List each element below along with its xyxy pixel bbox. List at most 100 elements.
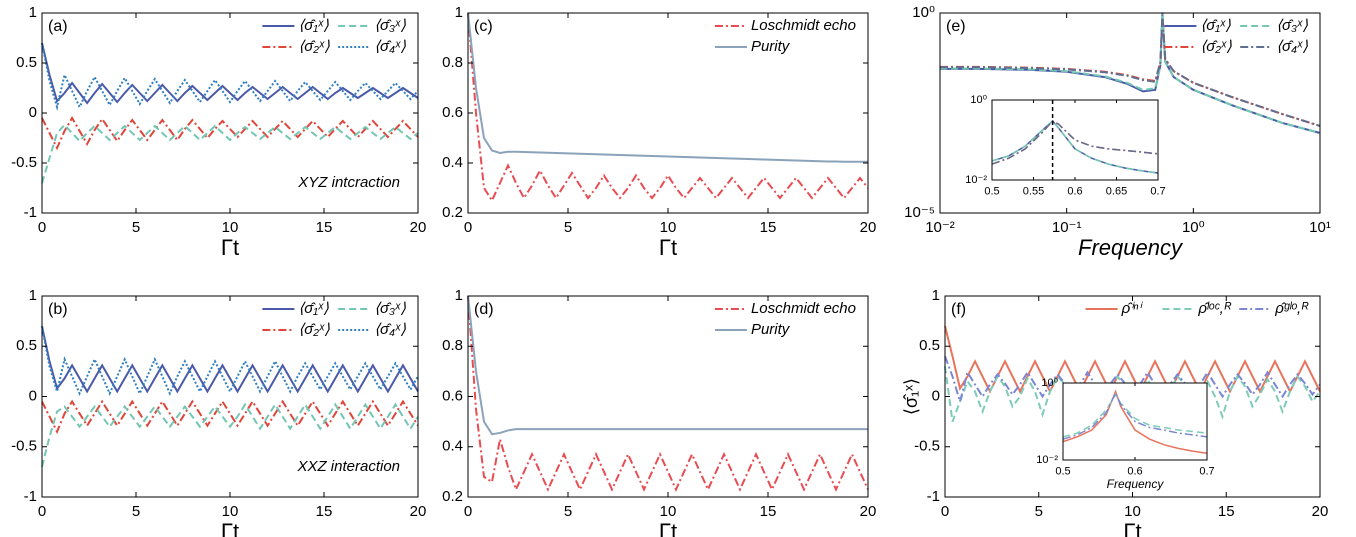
- panel-label: (e): [946, 18, 966, 35]
- x-tick-label: 10⁰: [1182, 219, 1205, 236]
- annotation: XYZ intcraction: [297, 174, 400, 191]
- y-tick-label: 0.5: [16, 337, 37, 354]
- x-tick-label: 0: [941, 503, 949, 520]
- legend-label: ⟨σ̂₄ˣ⟩: [374, 38, 406, 55]
- series-line: [41, 325, 419, 394]
- y-tick-label: 1: [932, 287, 940, 304]
- x-tick-label: 20: [410, 219, 427, 236]
- y-tick-label: 1: [455, 287, 463, 304]
- series-line: [1062, 391, 1208, 440]
- legend-label: ⟨σ̂₂ˣ⟩: [298, 321, 330, 338]
- panel-label: (f): [951, 301, 966, 318]
- legend-label: ρ̂ˡᵒᶜ,ᴿ: [1197, 300, 1231, 317]
- x-tick-label: 5: [1035, 503, 1043, 520]
- y-tick-label: 0.6: [442, 387, 463, 404]
- series-line: [467, 295, 868, 436]
- legend-label: Loschmidt echo: [751, 300, 856, 317]
- x-tick-label: 5: [564, 503, 572, 520]
- series-line: [467, 295, 869, 493]
- x-axis-label: Γt: [659, 235, 677, 260]
- x-tick-label: 0.5: [1055, 466, 1070, 478]
- x-tick-label: 15: [316, 219, 333, 236]
- series-line: [41, 42, 419, 111]
- x-tick-label: 20: [860, 503, 877, 520]
- panel-label: (a): [48, 18, 68, 35]
- x-tick-label: 0.7: [1150, 186, 1165, 198]
- x-tick-label: 10: [660, 503, 677, 520]
- x-tick-label: 0.65: [1106, 186, 1127, 198]
- legend-label: Purity: [751, 321, 791, 338]
- x-tick-label: 0: [464, 219, 472, 236]
- x-tick-label: 0.55: [1023, 186, 1044, 198]
- y-axis-label: ⟨σ̂₁ˣ⟩: [901, 378, 921, 415]
- x-axis-label: Γt: [1123, 519, 1141, 537]
- y-tick-label: -1: [24, 488, 37, 505]
- y-tick-label: -0.5: [11, 154, 37, 171]
- x-tick-label: 0: [38, 219, 46, 236]
- y-tick-label: -0.5: [11, 438, 37, 455]
- y-tick-label: 10⁰: [912, 4, 935, 21]
- series-line: [467, 12, 869, 203]
- y-tick-label: 1: [455, 4, 463, 21]
- y-tick-label: 0.4: [442, 438, 463, 455]
- y-tick-label: 0: [29, 387, 37, 404]
- x-tick-label: 5: [132, 503, 140, 520]
- y-tick-label: -1: [927, 488, 940, 505]
- series-line: [41, 123, 419, 184]
- x-tick-label: 0: [464, 503, 472, 520]
- x-tick-label: 20: [410, 503, 427, 520]
- x-tick-label: 20: [860, 219, 877, 236]
- axes-frame: [467, 12, 869, 214]
- legend-label: ⟨σ̂₄ˣ⟩: [1276, 38, 1308, 55]
- x-axis-label: Frequency: [1078, 235, 1184, 260]
- legend-label: ⟨σ̂₁ˣ⟩: [298, 17, 329, 34]
- x-tick-label: 15: [760, 503, 777, 520]
- legend-label: ⟨σ̂₁ˣ⟩: [1200, 17, 1231, 34]
- x-tick-label: 0: [38, 503, 46, 520]
- x-tick-label: 15: [316, 503, 333, 520]
- y-tick-label: 10⁰: [970, 94, 987, 106]
- series-line: [991, 119, 1159, 174]
- series-line: [1062, 393, 1208, 438]
- y-tick-label: 0.5: [919, 337, 940, 354]
- series-line: [991, 119, 1159, 165]
- x-tick-label: 10: [222, 219, 239, 236]
- x-tick-label: 5: [132, 219, 140, 236]
- panel-label: (b): [48, 301, 68, 318]
- x-tick-label: 10⁻¹: [1052, 219, 1082, 236]
- legend-label: ⟨σ̂₃ˣ⟩: [374, 17, 406, 34]
- panel-label: (d): [474, 301, 494, 318]
- y-tick-label: 0.2: [442, 488, 463, 505]
- x-tick-label: 10: [1124, 503, 1141, 520]
- series-line: [940, 12, 1321, 134]
- legend-label: ⟨σ̂₂ˣ⟩: [1200, 38, 1232, 55]
- series-line: [41, 116, 419, 151]
- y-tick-label: 0.8: [442, 337, 463, 354]
- x-tick-label: 0.6: [1127, 466, 1142, 478]
- y-tick-label: 0.2: [442, 204, 463, 221]
- x-tick-label: 15: [760, 219, 777, 236]
- x-tick-label: 20: [1312, 503, 1329, 520]
- x-tick-label: 0.5: [984, 186, 999, 198]
- y-tick-label: -0.5: [914, 438, 940, 455]
- panel-label: (c): [474, 18, 493, 35]
- legend-label: ρ̂ⁱⁿⁱ: [1121, 300, 1144, 317]
- legend-label: ⟨σ̂₁ˣ⟩: [298, 300, 329, 317]
- y-tick-label: 0.8: [442, 54, 463, 71]
- legend-label: Loschmidt echo: [751, 17, 856, 34]
- y-tick-label: 10⁻⁵: [904, 204, 935, 221]
- x-axis-label: Frequency: [1107, 477, 1165, 491]
- axes-frame: [467, 295, 869, 498]
- legend-label: ⟨σ̂₂ˣ⟩: [298, 38, 330, 55]
- x-tick-label: 0.6: [1067, 186, 1082, 198]
- y-tick-label: 0.6: [442, 104, 463, 121]
- x-axis-label: Γt: [221, 235, 239, 260]
- legend-label: ⟨σ̂₄ˣ⟩: [374, 321, 406, 338]
- x-axis-label: Γt: [659, 519, 677, 537]
- y-tick-label: 10⁰: [1041, 377, 1058, 389]
- legend-label: ρ̂ᵍˡᵒ,ᴿ: [1274, 300, 1309, 317]
- series-line: [41, 42, 419, 105]
- y-tick-label: 10⁻²: [1036, 454, 1058, 466]
- x-tick-label: 10⁻²: [925, 219, 955, 236]
- series-line: [41, 402, 419, 468]
